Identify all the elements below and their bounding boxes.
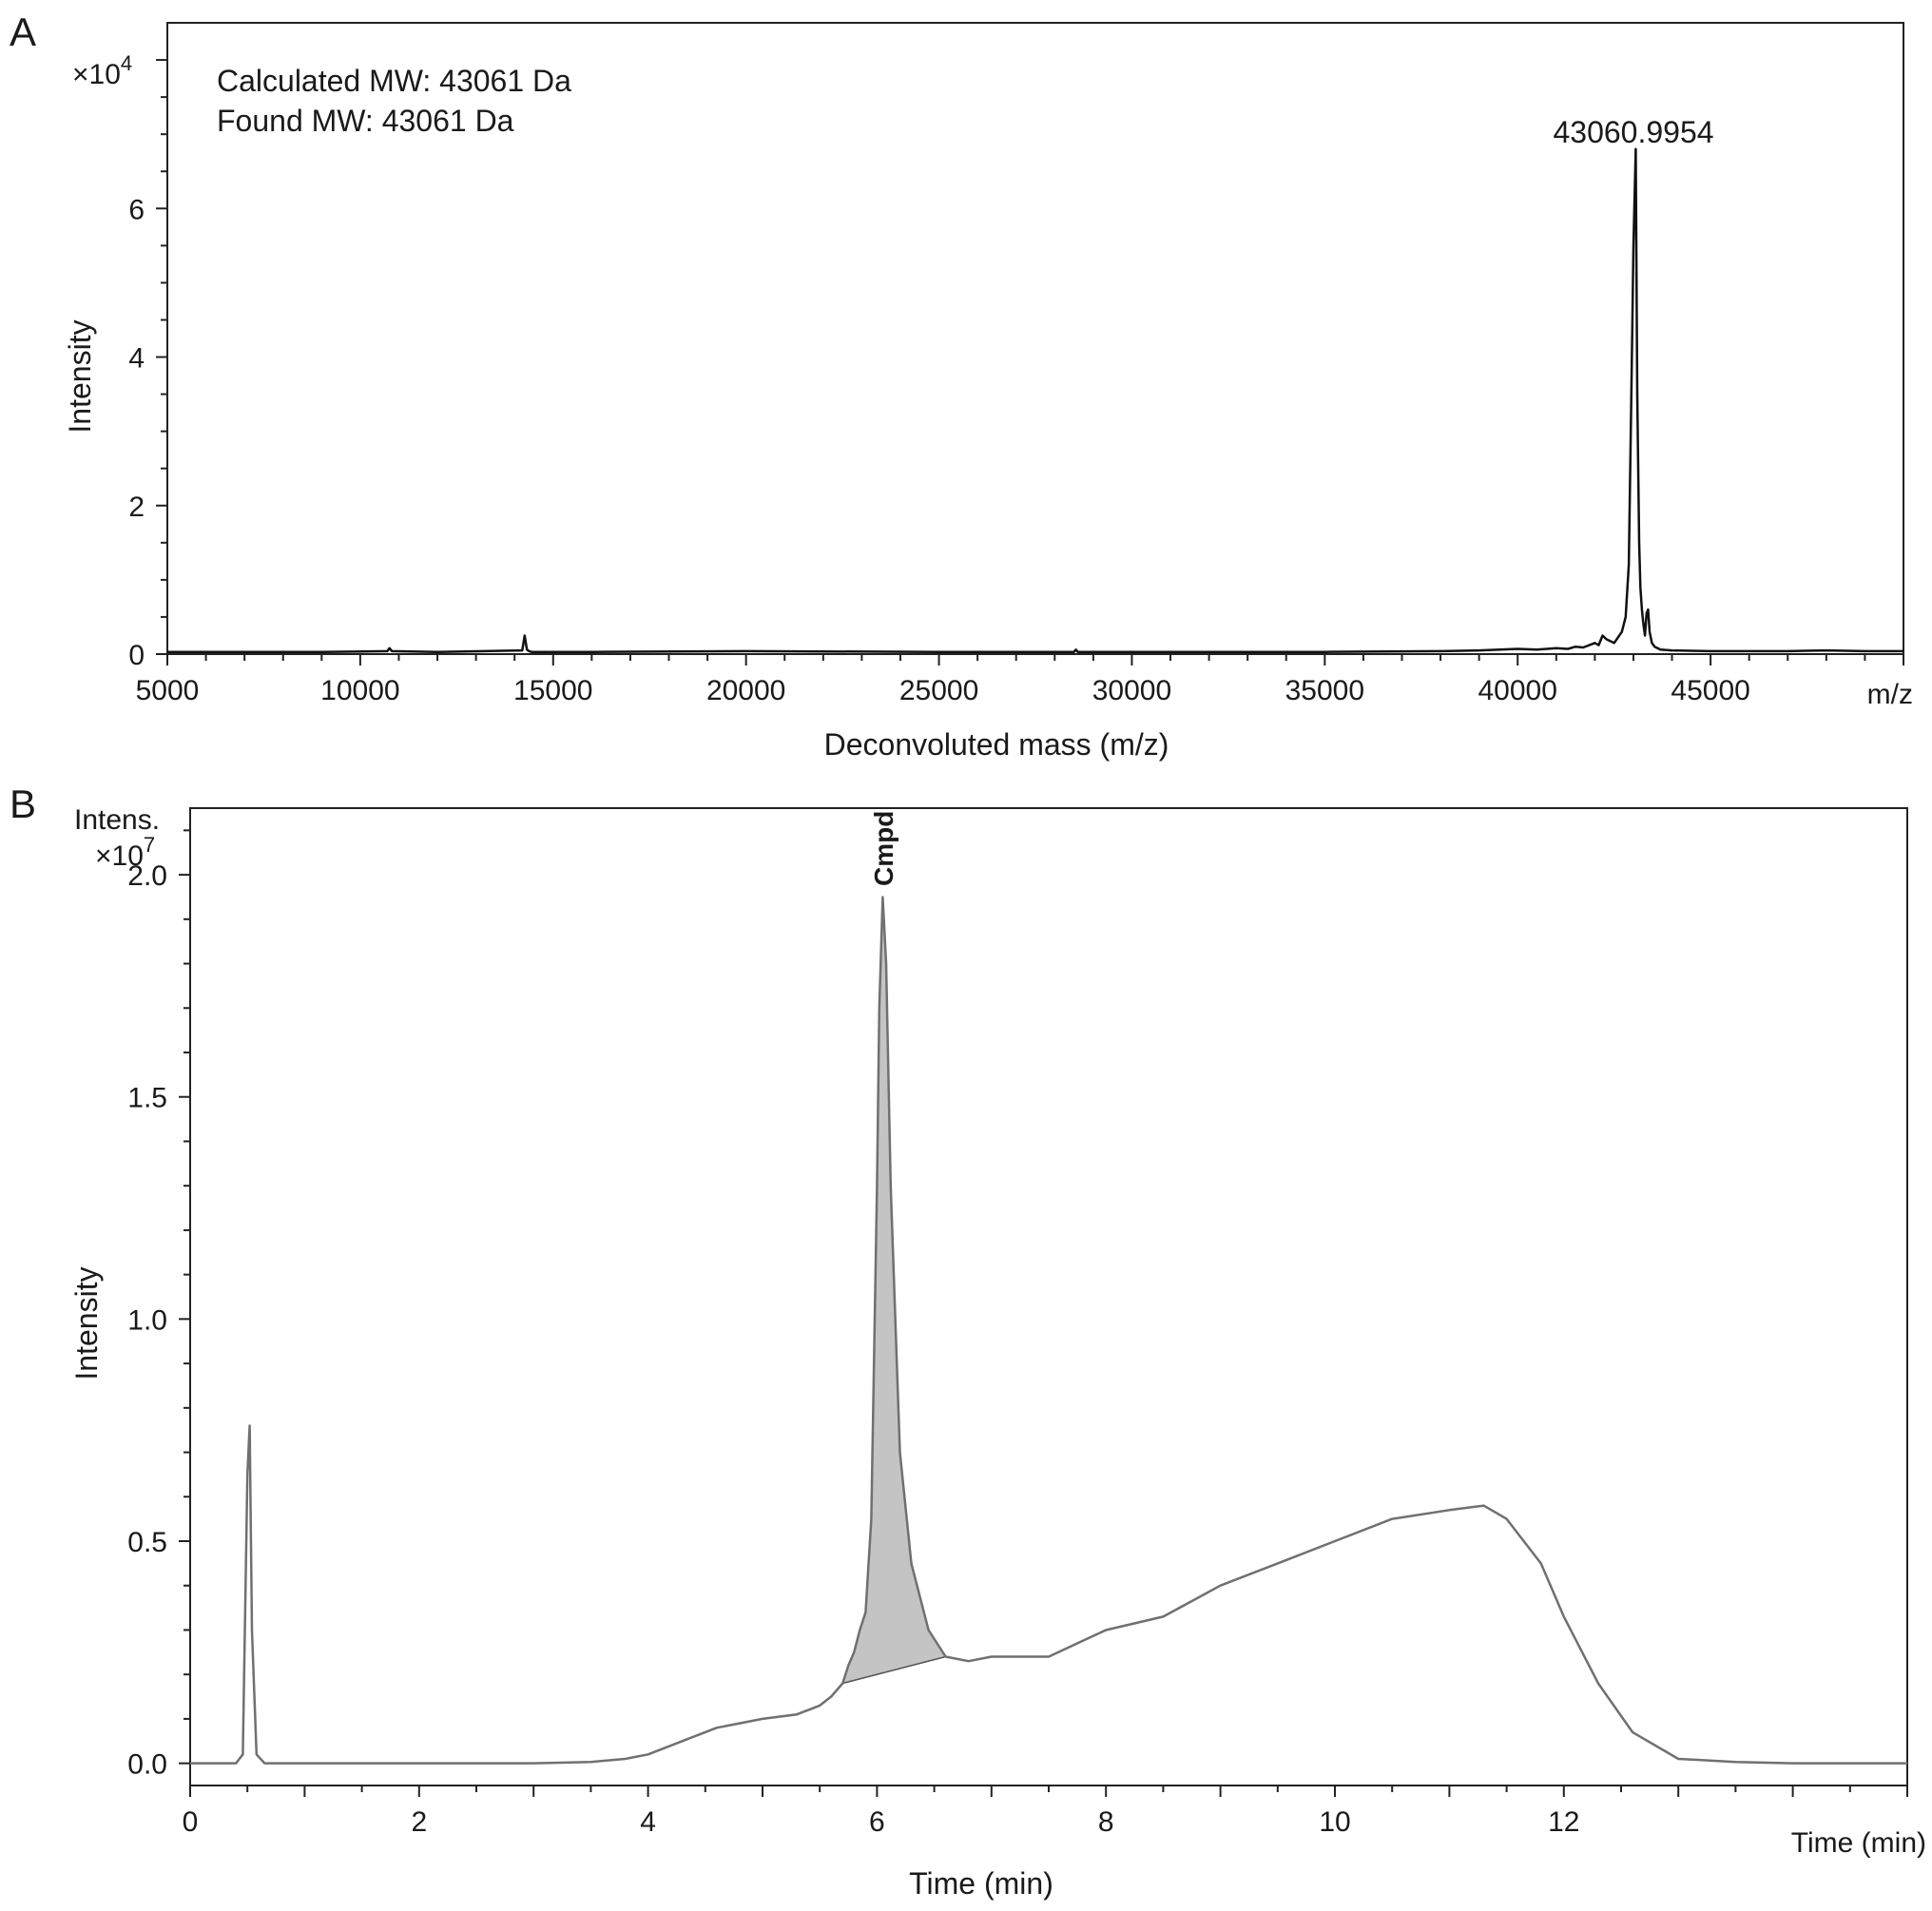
panel-a-x-tick-label: 45000 bbox=[1671, 675, 1749, 706]
panel-b-y-multiplier-base: ×10 bbox=[95, 840, 144, 872]
panel-a-x-tick-label: 30000 bbox=[1092, 675, 1171, 706]
panel-b-chromatogram-trace bbox=[190, 896, 1907, 1765]
panel-a-peak-label: 43060.9954 bbox=[1553, 115, 1713, 149]
panel-b-x-tick-label: 4 bbox=[640, 1806, 656, 1838]
panel-b-y-tick-label: 2.0 bbox=[127, 860, 167, 892]
panel-b-letter: B bbox=[10, 782, 36, 826]
panel-a-x-tick-label: 20000 bbox=[706, 675, 785, 706]
annotation-found-mw: Found MW: 43061 Da bbox=[217, 104, 514, 138]
panel-b-plot-frame bbox=[189, 807, 1908, 1786]
panel-a-y-tick-label: 6 bbox=[128, 194, 145, 225]
panel-b-x-tick-label: 8 bbox=[1098, 1806, 1114, 1838]
panel-b-y-tick-label: 1.0 bbox=[127, 1304, 167, 1336]
panel-b-x-axis-unit: Time (min) bbox=[1791, 1827, 1926, 1859]
panel-b-y-ticks: 0.0 0.5 1.0 1.5 2.0 bbox=[127, 829, 190, 1781]
panel-b-y-multiplier-exponent: 7 bbox=[144, 833, 155, 857]
panel-a-plot-frame bbox=[166, 22, 1904, 655]
panel-a-x-axis-label: Deconvoluted mass (m/z) bbox=[824, 727, 1169, 762]
panel-a-x-tick-label: 40000 bbox=[1478, 675, 1557, 706]
panel-b-x-tick-label: 10 bbox=[1319, 1806, 1350, 1838]
panel-a-x-tick-label: 15000 bbox=[513, 675, 592, 706]
panel-b-x-tick-label: 2 bbox=[411, 1806, 427, 1838]
panel-a-x-tick-label: 5000 bbox=[136, 675, 200, 706]
panel-a-y-multiplier: ×104 bbox=[72, 51, 132, 90]
panel-a-x-tick-label: 35000 bbox=[1285, 675, 1364, 706]
panel-b-y-multiplier: ×107 bbox=[95, 833, 155, 872]
panel-b-y-tick-label: 0.5 bbox=[127, 1527, 167, 1558]
panel-b-x-axis-label: Time (min) bbox=[909, 1866, 1053, 1901]
panel-a-y-ticks: 0 2 4 6 bbox=[128, 59, 167, 671]
panel-a-y-tick-label: 0 bbox=[128, 640, 145, 671]
panel-a-x-tick-label: 25000 bbox=[899, 675, 978, 706]
panel-a-y-multiplier-base: ×10 bbox=[72, 59, 121, 90]
panel-a: A 5000 10000 15000 20000 25000 30000 35000 4000… bbox=[10, 10, 1913, 762]
panel-a-x-axis-unit: m/z bbox=[1867, 679, 1913, 710]
panel-b-y-axis-label: Intensity bbox=[69, 1266, 104, 1380]
panel-a-y-axis-label: Intensity bbox=[63, 319, 97, 433]
panel-a-y-tick-label: 2 bbox=[128, 492, 145, 523]
panel-b: B 0 2 4 6 8 10 12 0.0 0.5 1.0 1.5 2.0 Intens. ×107… bbox=[10, 782, 1926, 1901]
panel-b-x-tick-label: 6 bbox=[869, 1806, 885, 1838]
panel-b-x-ticks: 0 2 4 6 8 10 12 bbox=[183, 1786, 1908, 1838]
panel-a-y-tick-label: 4 bbox=[128, 343, 145, 375]
panel-a-letter: A bbox=[10, 10, 36, 54]
panel-b-peak-label: Cmpd bbox=[869, 811, 898, 886]
panel-a-x-ticks: 5000 10000 15000 20000 25000 30000 35000 40000 4… bbox=[136, 654, 1904, 706]
panel-b-x-tick-label: 12 bbox=[1548, 1806, 1579, 1838]
panel-a-y-multiplier-exponent: 4 bbox=[121, 51, 132, 75]
annotation-calculated-mw: Calculated MW: 43061 Da bbox=[217, 64, 571, 98]
panel-b-top-label: Intens. bbox=[74, 804, 160, 836]
panel-b-y-tick-label: 0.0 bbox=[127, 1749, 167, 1781]
panel-b-y-tick-label: 1.5 bbox=[127, 1083, 167, 1114]
panel-a-spectrum-trace bbox=[167, 147, 1903, 653]
panel-b-x-tick-label: 0 bbox=[183, 1806, 199, 1838]
panel-a-x-tick-label: 10000 bbox=[320, 675, 399, 706]
